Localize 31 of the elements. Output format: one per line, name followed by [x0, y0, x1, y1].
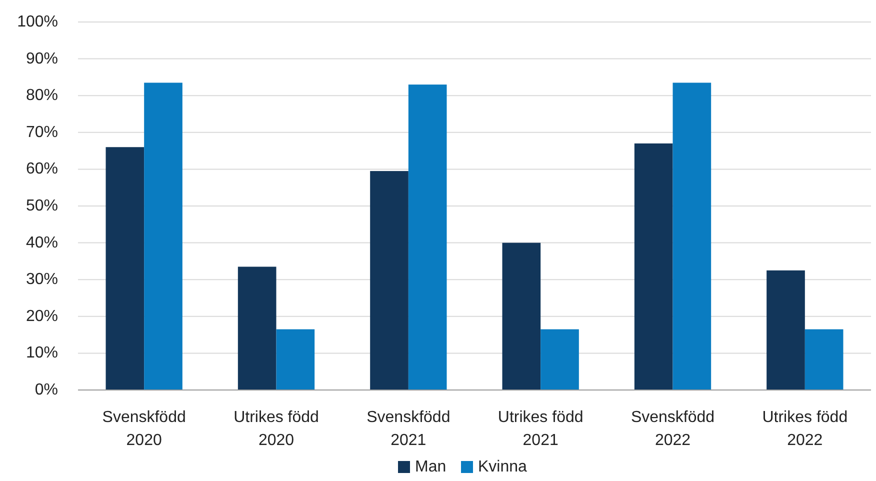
y-tick-label: 40% — [26, 234, 58, 252]
y-tick-label: 60% — [26, 160, 58, 178]
legend-label: Man — [415, 458, 446, 476]
y-tick-label: 50% — [26, 198, 58, 214]
bar — [804, 329, 844, 390]
bar — [502, 242, 541, 390]
x-tick-label: Utrikes född 2020 — [234, 409, 319, 449]
x-tick-label: Svenskfödd 2020 — [102, 409, 186, 449]
y-tick-label: 30% — [26, 271, 58, 288]
bar — [634, 143, 673, 390]
bar — [238, 266, 276, 390]
x-tick-label: Utrikes född 2021 — [498, 409, 584, 449]
y-tick-label: 80% — [26, 87, 58, 104]
x-tick-label: Utrikes född 2022 — [762, 409, 848, 449]
x-tick-label: Svenskfödd 2021 — [366, 409, 450, 449]
bar — [144, 82, 182, 390]
x-tick-label: Svenskfödd 2022 — [630, 409, 715, 449]
y-tick-label: 90% — [26, 50, 58, 68]
y-tick-label: 70% — [26, 124, 58, 141]
bar — [276, 329, 315, 390]
bar — [540, 329, 579, 390]
bar — [370, 171, 408, 390]
y-tick-label: 0% — [34, 382, 58, 398]
bar — [408, 84, 447, 390]
bar — [672, 82, 712, 390]
bar — [106, 147, 144, 390]
y-tick-label: 100% — [17, 14, 58, 30]
bar — [766, 270, 805, 390]
y-tick-label: 10% — [26, 344, 58, 362]
y-tick-label: 20% — [26, 308, 58, 325]
legend-label: Kvinna — [478, 458, 528, 476]
